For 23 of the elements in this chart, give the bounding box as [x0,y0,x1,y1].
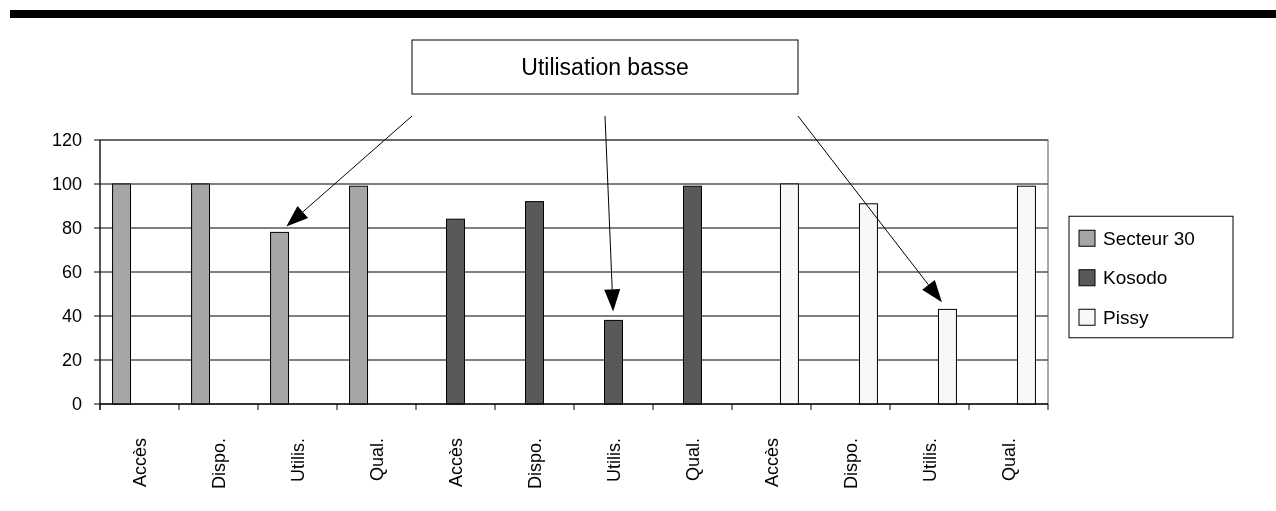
y-tick-label: 60 [61,262,82,283]
x-tick-label: Dispo. [208,438,229,490]
y-tick-label: 100 [51,174,82,195]
legend-label: Pissy [1103,306,1149,328]
text: Utilisation basse [521,54,689,81]
y-tick-label: 20 [61,350,82,371]
x-tick-label: Dispo. [840,438,861,490]
x-tick-label: Accès [445,438,466,488]
x-tick-label: Dispo. [524,438,545,490]
x-tick-label: Utilis. [287,438,308,482]
y-tick-label: 80 [61,218,82,239]
y-tick-label: 40 [61,306,82,327]
x-tick-label: Qual. [366,438,387,482]
y-tick-label: 0 [71,394,82,415]
x-tick-label: Accès [761,438,782,488]
x-tick-label: Accès [129,438,150,488]
x-tick-label: Utilis. [603,438,624,482]
x-tick-label: Qual. [682,438,703,482]
y-tick-label: 120 [51,130,82,151]
x-tick-label: Utilis. [919,438,940,482]
legend-label: Secteur 30 [1103,227,1195,249]
legend-label: Kosodo [1103,267,1168,289]
x-tick-label: Qual. [998,438,1019,482]
